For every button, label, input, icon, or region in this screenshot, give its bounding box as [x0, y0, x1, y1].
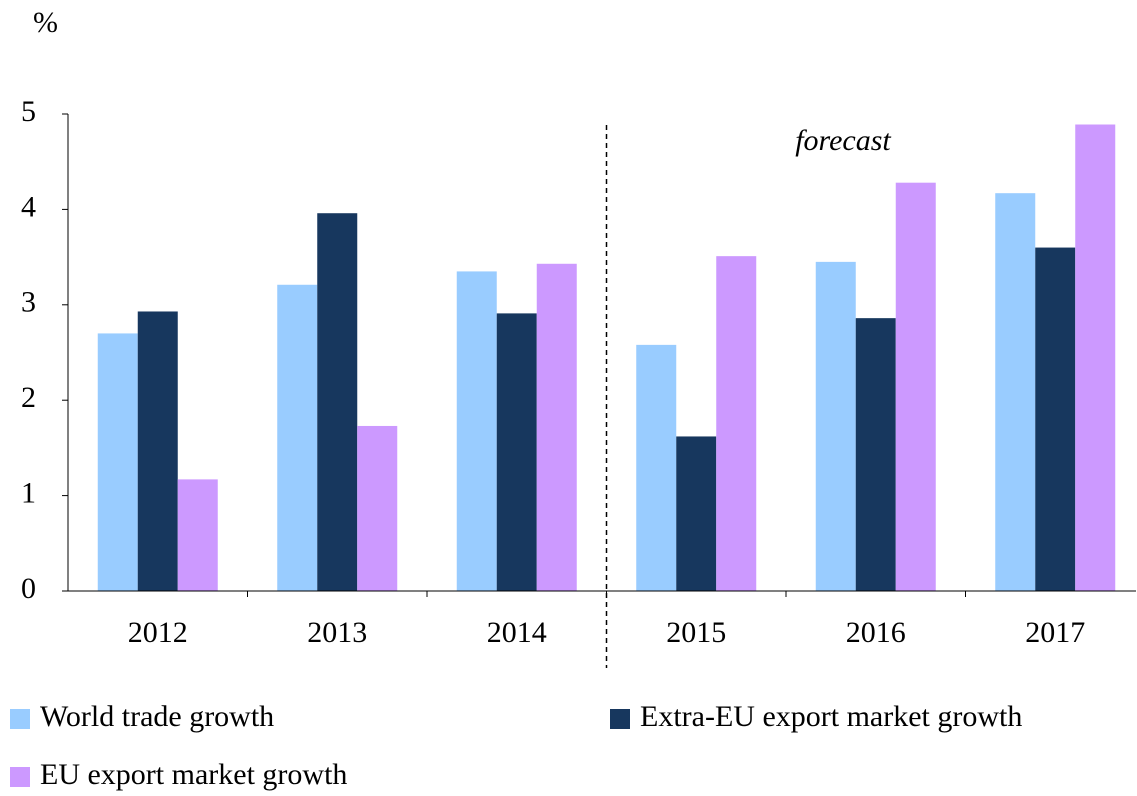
y-tick-label: 2 [21, 381, 36, 414]
legend-label: Extra-EU export market growth [640, 700, 1022, 733]
x-tick-label: 2017 [1025, 616, 1085, 649]
bar [716, 256, 757, 591]
legend-swatch [10, 709, 30, 729]
legend-swatch [610, 709, 630, 729]
bar [97, 333, 138, 591]
bar [277, 284, 318, 591]
y-tick-label: 5 [21, 95, 36, 128]
bar [177, 479, 218, 591]
bar [496, 313, 537, 591]
bar [895, 182, 936, 592]
x-tick-label: 2014 [487, 616, 547, 649]
bar [317, 213, 358, 591]
y-tick-label: 1 [21, 476, 36, 509]
x-tick-label: 2013 [307, 616, 367, 649]
bar [137, 311, 178, 591]
bar [815, 261, 856, 591]
bar [636, 344, 677, 591]
bar [536, 263, 577, 591]
x-tick-label: 2015 [666, 616, 726, 649]
y-tick-label: 4 [21, 190, 36, 223]
legend-label: EU export market growth [40, 758, 347, 791]
bar [456, 271, 497, 591]
bar [1035, 247, 1076, 591]
y-tick-label: 0 [21, 572, 36, 605]
y-tick-label: 3 [21, 286, 36, 319]
bar [357, 425, 398, 591]
x-tick-label: 2012 [128, 616, 188, 649]
x-tick-label: 2016 [846, 616, 906, 649]
bar [995, 193, 1036, 591]
forecast-annotation: forecast [795, 124, 891, 157]
legend-swatch [10, 767, 30, 787]
bar [1075, 124, 1116, 591]
bar [676, 436, 717, 591]
legend-label: World trade growth [40, 700, 274, 733]
bar [855, 318, 896, 591]
y-axis-label: % [33, 6, 58, 39]
